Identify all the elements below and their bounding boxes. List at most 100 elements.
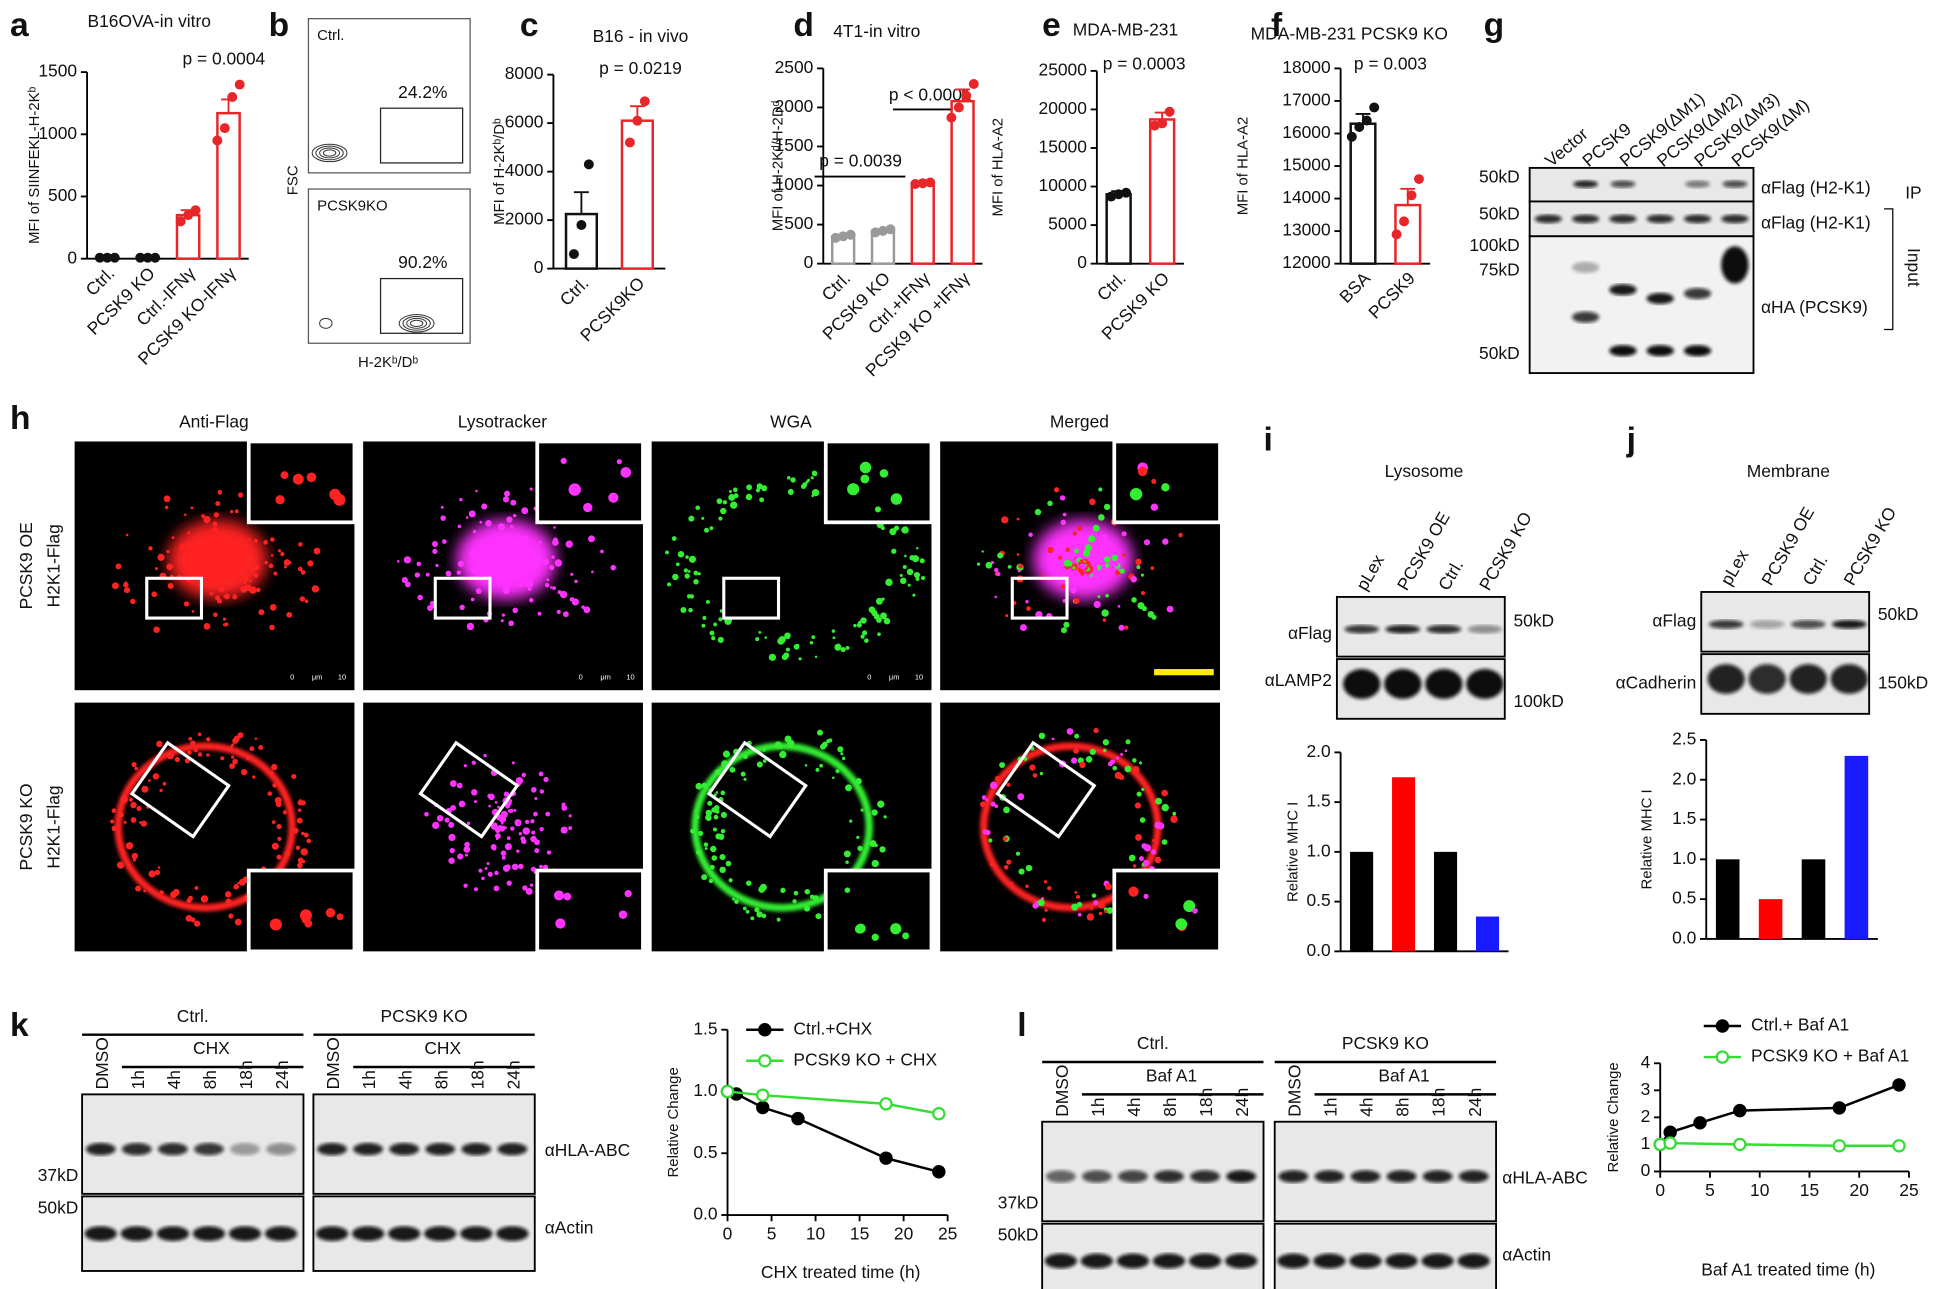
roi <box>129 740 231 839</box>
blot-band <box>1721 246 1749 284</box>
signal-dot <box>264 560 269 565</box>
signal-dot <box>1003 865 1009 870</box>
blot-band <box>1721 214 1749 224</box>
signal-dot <box>883 617 891 625</box>
data-point <box>870 227 881 238</box>
signal-dot <box>522 885 528 891</box>
series-line <box>1660 1141 1900 1148</box>
signal-dot <box>426 604 434 612</box>
signal-dot <box>130 598 136 604</box>
row-label: αFlag <box>1288 623 1332 643</box>
signal-dot <box>701 516 705 520</box>
signal-dot <box>249 556 255 561</box>
signal-dot <box>237 881 240 885</box>
signal-dot <box>671 536 677 541</box>
data-point <box>946 112 957 123</box>
x-tick-label: 5 <box>767 1223 777 1243</box>
y-axis-label: MFI of H-2Kᵇ/Dᵇ <box>491 118 508 225</box>
data-point <box>1663 1125 1677 1139</box>
signal-dot <box>484 556 492 564</box>
signal-dot <box>524 577 529 582</box>
signal-dot <box>191 610 195 613</box>
row-label: αHLA-ABC <box>545 1140 631 1160</box>
signal-dot <box>686 594 692 599</box>
signal-dot <box>197 752 203 757</box>
signal-dot <box>912 555 920 563</box>
signal-dot <box>885 578 893 587</box>
signal-dot <box>254 539 258 543</box>
signal-dot <box>514 537 520 543</box>
signal-dot <box>728 878 733 883</box>
blot-band <box>1278 1170 1309 1183</box>
signal-dot <box>1018 563 1024 569</box>
bar <box>1801 859 1826 939</box>
inset-dot <box>874 506 882 513</box>
signal-dot <box>229 763 235 770</box>
data-point <box>961 90 972 101</box>
inset <box>246 868 357 954</box>
blot-band <box>1722 180 1748 188</box>
signal-dot <box>509 524 514 529</box>
signal-dot <box>1073 748 1079 754</box>
signal-dot <box>486 862 490 866</box>
inset-dot <box>890 923 902 935</box>
blot-band <box>1045 1170 1076 1183</box>
signal-dot <box>713 622 718 627</box>
x-tick-label: 25 <box>938 1223 957 1243</box>
blot-band <box>1080 1253 1114 1269</box>
signal-dot <box>291 773 297 780</box>
signal-dot <box>141 785 149 793</box>
signal-dot <box>793 890 799 896</box>
signal-dot <box>206 753 210 757</box>
blot-band <box>1314 1170 1345 1183</box>
inset-dot <box>859 461 872 474</box>
signal-dot <box>530 866 536 872</box>
signal-dot <box>1060 519 1067 526</box>
y-tick-label: 10000 <box>1039 175 1087 195</box>
flow-axis: H-2Kᵇ/Dᵇ <box>358 354 418 371</box>
signal-dot <box>1143 539 1151 546</box>
signal-dot <box>678 552 682 556</box>
signal-dot <box>1078 561 1081 565</box>
signal-dot <box>470 597 475 602</box>
blot-band <box>1384 669 1422 699</box>
signal-dot <box>717 636 724 644</box>
signal-dot <box>229 745 233 749</box>
data-point <box>1892 1139 1906 1153</box>
data-point <box>830 232 841 243</box>
mw-marker: 50kD <box>1479 166 1520 186</box>
signal-dot <box>449 847 455 854</box>
signal-dot <box>1151 839 1155 842</box>
signal-dot <box>695 505 700 511</box>
blot-band <box>194 1142 224 1156</box>
lane-label: 8h <box>431 1070 451 1089</box>
signal-dot <box>220 536 226 541</box>
lane-label: DMSO <box>1052 1065 1072 1117</box>
roi <box>722 576 781 620</box>
lane-label: 24h <box>503 1060 523 1089</box>
blot <box>1528 200 1755 238</box>
signal-dot <box>272 783 277 788</box>
signal-dot <box>500 850 507 857</box>
signal-dot <box>716 498 723 505</box>
lane-label: 1h <box>359 1070 379 1089</box>
signal-dot <box>211 541 219 549</box>
signal-dot <box>404 581 411 588</box>
signal-dot <box>530 819 535 824</box>
y-tick-label: 500 <box>48 185 77 205</box>
signal-dot <box>522 827 530 835</box>
panel-letter: l <box>1017 1007 1026 1044</box>
signal-dot <box>1077 912 1082 917</box>
flow-contour <box>315 145 344 161</box>
signal-dot <box>271 820 276 825</box>
signal-dot <box>134 766 138 771</box>
panel-letter: a <box>10 7 29 44</box>
signal-dot <box>877 800 885 808</box>
blot-band <box>461 1142 492 1156</box>
signal-dot <box>1082 549 1091 557</box>
signal-dot <box>774 741 782 749</box>
lane-label: PCSK9 KO <box>1475 508 1536 593</box>
signal-dot <box>270 554 274 557</box>
signal-dot <box>442 539 447 544</box>
inset-dot <box>618 910 628 919</box>
